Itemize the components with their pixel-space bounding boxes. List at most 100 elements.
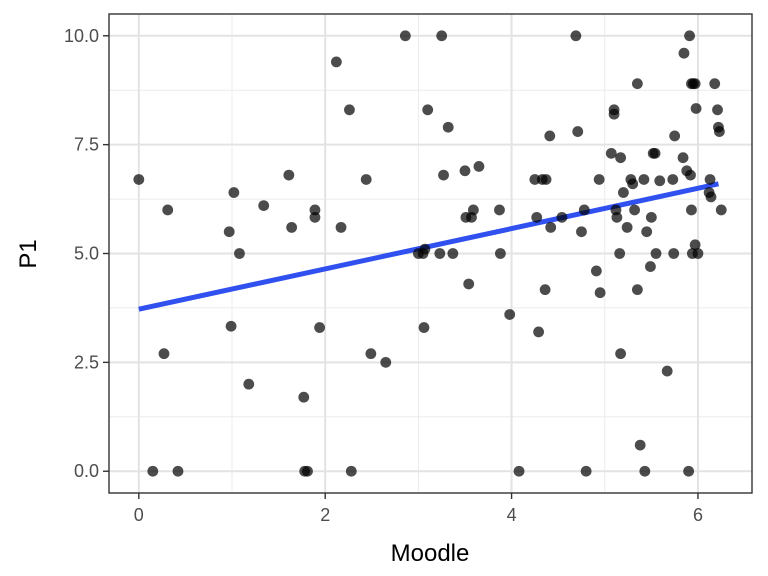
x-axis-ticks: 0 2 4 6 (134, 493, 703, 525)
data-point (360, 174, 372, 185)
data-point (243, 378, 255, 390)
data-point (434, 248, 446, 259)
data-point (690, 103, 702, 114)
data-point (594, 287, 606, 299)
data-points (133, 30, 727, 477)
data-point (494, 204, 505, 216)
data-point (611, 211, 623, 223)
data-point (380, 356, 392, 368)
data-point (572, 126, 584, 137)
data-point (172, 465, 184, 477)
data-point (615, 348, 627, 360)
x-tick-label: 6 (693, 505, 703, 525)
data-point (618, 187, 629, 198)
data-point (533, 326, 544, 338)
data-point (494, 248, 506, 259)
data-point (715, 204, 727, 216)
data-point (234, 248, 245, 259)
data-point (158, 348, 170, 360)
y-tick-label: 10.0 (64, 26, 99, 46)
data-point (689, 78, 701, 90)
data-point (302, 465, 313, 477)
data-point (540, 174, 552, 185)
data-point (459, 165, 471, 177)
data-point (689, 239, 701, 251)
data-point (645, 211, 657, 223)
x-axis-title: Moodle (391, 540, 470, 567)
data-point (258, 200, 270, 212)
y-tick-label: 0.0 (74, 461, 99, 481)
data-point (365, 348, 377, 360)
data-point (162, 204, 174, 216)
data-point (283, 169, 295, 181)
data-point (442, 121, 454, 133)
data-point (608, 108, 620, 120)
data-point (539, 284, 551, 296)
data-point (678, 47, 690, 59)
data-point (436, 30, 448, 42)
data-point (556, 211, 568, 223)
y-axis-ticks: 0.0 2.5 5.0 7.5 10.0 (64, 26, 109, 481)
data-point (314, 322, 326, 333)
data-point (645, 261, 656, 272)
data-point (709, 78, 721, 90)
data-point (661, 365, 673, 377)
data-point (684, 30, 695, 42)
data-point (667, 174, 679, 185)
data-point (683, 465, 695, 477)
data-point (345, 465, 357, 477)
data-point (713, 126, 725, 137)
data-point (685, 169, 696, 181)
y-tick-label: 2.5 (74, 352, 99, 372)
data-point (473, 161, 485, 172)
y-axis-title: P1 (15, 239, 42, 268)
data-point (419, 243, 431, 255)
data-point (704, 174, 716, 185)
data-point (590, 265, 602, 277)
data-point (668, 248, 680, 259)
data-point (467, 204, 479, 216)
data-point (344, 104, 355, 116)
data-point (649, 147, 661, 159)
data-point (309, 211, 321, 223)
data-point (335, 221, 347, 233)
data-point (605, 147, 617, 159)
y-tick-label: 7.5 (74, 135, 99, 155)
data-point (712, 104, 723, 116)
data-point (614, 248, 626, 259)
data-point (654, 175, 666, 187)
data-point (531, 211, 543, 223)
x-tick-label: 2 (320, 505, 330, 525)
data-point (580, 465, 592, 477)
data-point (418, 322, 430, 333)
data-point (615, 152, 627, 164)
data-point (422, 104, 434, 116)
data-point (578, 204, 590, 216)
data-point (286, 221, 298, 233)
data-point (570, 30, 582, 42)
data-point (529, 174, 541, 185)
data-point (463, 278, 475, 290)
data-point (593, 174, 605, 185)
data-point (641, 226, 653, 238)
x-tick-label: 4 (507, 505, 517, 525)
data-point (631, 284, 643, 296)
data-point (504, 309, 516, 320)
data-point (330, 56, 342, 68)
data-point (223, 226, 235, 238)
data-point (576, 226, 587, 238)
data-point (705, 191, 717, 203)
x-tick-label: 0 (134, 505, 144, 525)
data-point (669, 130, 681, 142)
data-point (621, 221, 633, 233)
data-point (133, 174, 145, 185)
data-point (447, 248, 459, 259)
data-point (634, 439, 646, 451)
data-point (147, 465, 159, 477)
data-point (309, 204, 321, 216)
data-point (639, 465, 651, 477)
data-point (677, 152, 689, 164)
data-point (298, 391, 310, 403)
data-point (544, 130, 556, 142)
